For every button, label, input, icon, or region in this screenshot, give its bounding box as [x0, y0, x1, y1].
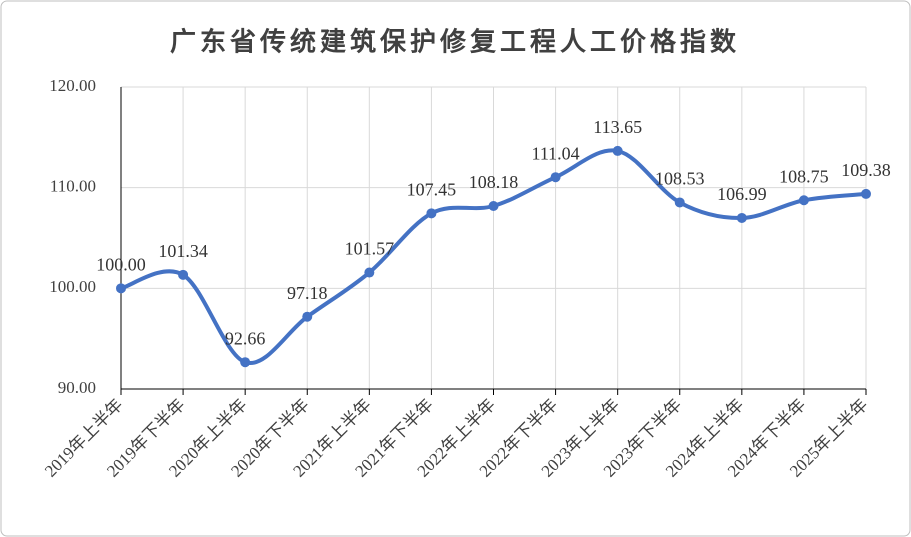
point — [612, 145, 623, 156]
point — [426, 208, 437, 219]
point — [488, 200, 499, 211]
point — [736, 212, 747, 223]
data-label: 107.45 — [407, 179, 457, 199]
point — [364, 267, 375, 278]
point — [240, 357, 251, 368]
data-label: 97.18 — [287, 283, 328, 303]
point — [550, 172, 561, 183]
point — [861, 188, 871, 199]
y-tick-label: 100.00 — [49, 277, 96, 296]
data-label: 108.75 — [779, 166, 829, 186]
point — [674, 197, 685, 208]
y-tick-label: 90.00 — [58, 378, 96, 397]
point — [798, 195, 809, 206]
point — [302, 311, 313, 322]
y-tick-label: 110.00 — [50, 177, 96, 196]
data-label: 113.65 — [593, 117, 642, 137]
y-tick-label: 120.00 — [49, 76, 96, 95]
data-label: 111.04 — [531, 143, 579, 163]
data-label: 92.66 — [225, 328, 266, 348]
data-label: 108.18 — [469, 172, 519, 192]
chart-title: 广东省传统建筑保护修复工程人工价格指数 — [170, 27, 740, 58]
data-label: 109.38 — [841, 160, 891, 180]
point — [116, 283, 126, 294]
point — [178, 269, 189, 280]
data-label: 100.00 — [96, 254, 146, 274]
data-label: 106.99 — [717, 184, 767, 204]
data-label: 101.34 — [158, 241, 208, 261]
data-label: 108.53 — [655, 169, 705, 189]
data-label: 101.57 — [345, 239, 395, 259]
